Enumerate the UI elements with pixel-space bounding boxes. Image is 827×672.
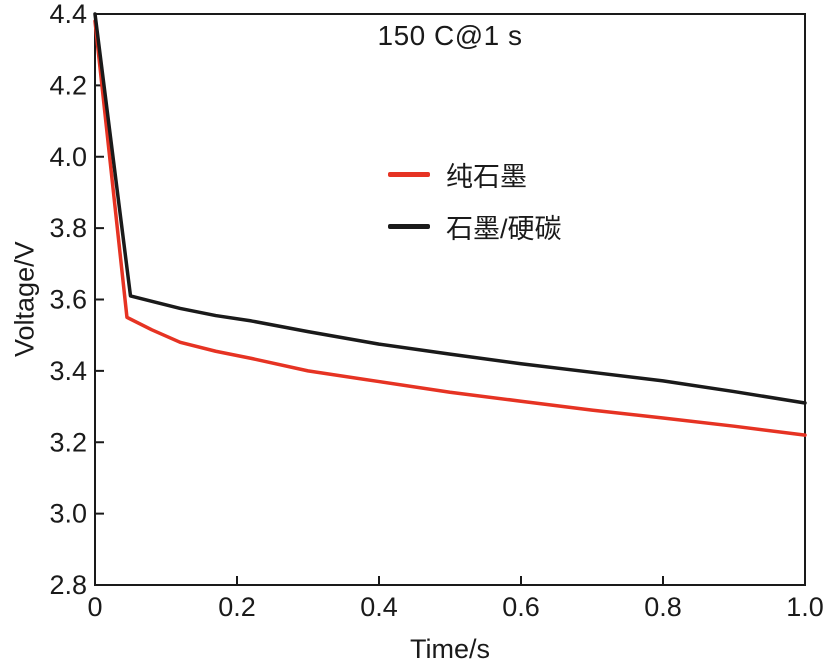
y-tick-label: 2.8 [49, 570, 87, 600]
y-tick-label: 3.8 [49, 213, 87, 243]
x-tick-label: 0 [87, 592, 102, 622]
axes-frame [94, 13, 806, 586]
y-axis-label: Voltage/V [9, 241, 40, 358]
y-tick-label: 3.2 [49, 427, 87, 457]
x-tick-label: 0.6 [502, 592, 540, 622]
y-tick-label: 3.0 [49, 499, 87, 529]
x-tick-label: 0.2 [218, 592, 256, 622]
x-tick-label: 1.0 [786, 592, 824, 622]
legend-item-pure-graphite: 纯石墨 [388, 148, 562, 200]
legend: 纯石墨 石墨/硬碳 [388, 148, 562, 252]
series-line-0 [93, 19, 807, 437]
chart-annotation: 150 C@1 s [377, 20, 523, 51]
legend-line-sample-black [388, 223, 430, 229]
y-tick-label: 4.2 [49, 70, 87, 100]
x-tick-label: 0.8 [644, 592, 682, 622]
y-tick-label: 4.0 [49, 142, 87, 172]
legend-label-pure-graphite: 纯石墨 [446, 161, 527, 192]
x-axis-label: Time/s [410, 634, 490, 664]
series-line-1 [93, 12, 807, 405]
legend-line-sample-red [388, 171, 430, 177]
y-tick-label: 4.4 [49, 0, 87, 29]
x-tick-label: 0.4 [360, 592, 398, 622]
y-tick-label: 3.4 [49, 356, 87, 386]
y-tick-label: 3.6 [49, 285, 87, 315]
legend-label-graphite-hard-carbon: 石墨/硬碳 [446, 213, 562, 244]
legend-item-graphite-hard-carbon: 石墨/硬碳 [388, 200, 562, 252]
